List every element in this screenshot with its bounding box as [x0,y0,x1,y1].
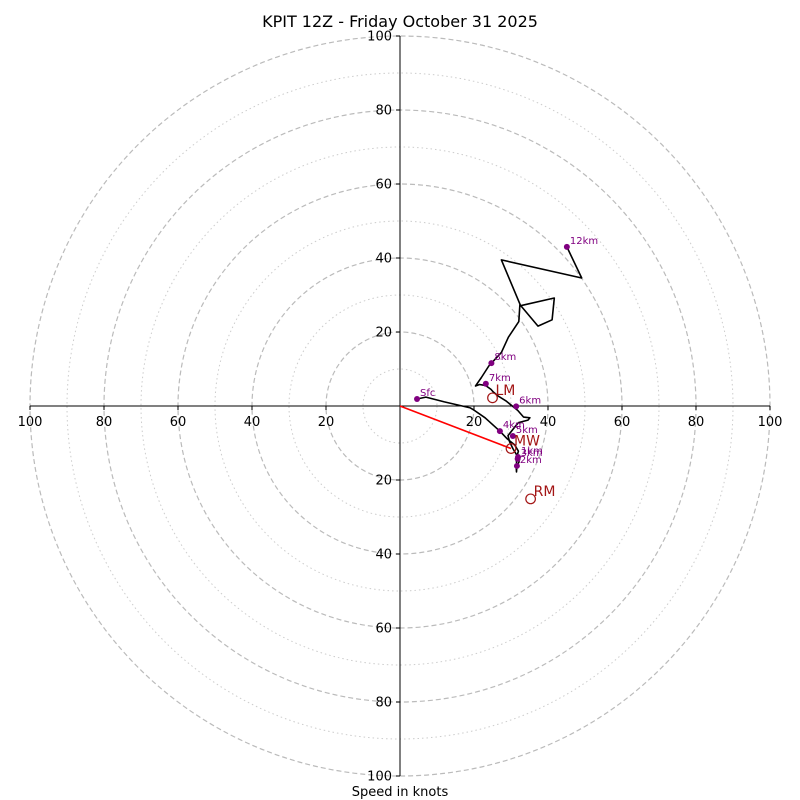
storm-motion-marker-lm [487,392,498,404]
x-tick-label: 20 [318,415,335,430]
x-axis-label: Speed in knots [352,785,449,800]
storm-motion-marker-mw [505,443,517,454]
height-label-4km: 4km [503,420,525,431]
y-tick-label: 80 [375,696,392,711]
height-marker-12km [563,243,570,250]
height-label-sfc: Sfc [420,388,435,399]
x-tick-label: 100 [758,415,783,430]
storm-motion-label-mw: MW [514,434,540,450]
height-label-8km: 8km [494,352,516,363]
y-tick-label: 20 [375,474,392,489]
y-tick-label: 80 [375,104,392,119]
x-tick-label: 80 [96,415,113,430]
height-marker-4km [496,428,503,435]
wind-profile-line [416,246,583,473]
height-label-12km: 12km [570,236,598,247]
height-label-6km: 6km [519,395,541,406]
x-tick-label: 40 [244,415,261,430]
y-tick-label: 60 [375,178,392,193]
height-label-1km: 1km [521,446,543,457]
height-label-7km: 7km [489,373,511,384]
height-marker-7km [482,380,489,387]
height-label-5km: 5km [516,425,538,436]
y-tick-label: 20 [375,326,392,341]
x-tick-label: 80 [688,415,705,430]
y-tick-label: 100 [367,770,392,785]
wind-profile [416,246,583,473]
storm-motion-marker-rm [525,493,537,505]
mean-wind-vector-line [399,405,512,450]
tick-labels: 100 80 60 40 20 20 40 60 80 100 100 80 60 40 20 20 40 60 8… [18,30,783,785]
storm-motion-markers: LM MW RM [487,383,556,505]
height-marker-6km [513,403,520,410]
height-marker-3km [514,455,521,462]
height-marker-5km [509,432,516,439]
height-marker-2km [513,462,520,469]
storm-motion-label-lm: LM [496,383,516,399]
height-marker-8km [488,360,495,367]
storm-motion-label-rm: RM [534,484,556,500]
height-label-2km: 2km [520,455,542,466]
x-tick-label: 40 [540,415,557,430]
y-tick-label: 40 [375,548,392,563]
x-tick-label: 60 [614,415,631,430]
chart-title: KPIT 12Z - Friday October 31 2025 [262,12,538,31]
y-tick-label: 40 [375,252,392,267]
y-tick-label: 100 [367,30,392,45]
x-tick-label: 60 [170,415,187,430]
height-marker-sfc [414,395,421,402]
storm-motion-vector [399,405,512,450]
height-label-3km: 3km [521,448,543,459]
y-tick-label: 60 [375,622,392,637]
x-tick-label: 100 [18,415,43,430]
x-tick-label: 20 [466,415,483,430]
